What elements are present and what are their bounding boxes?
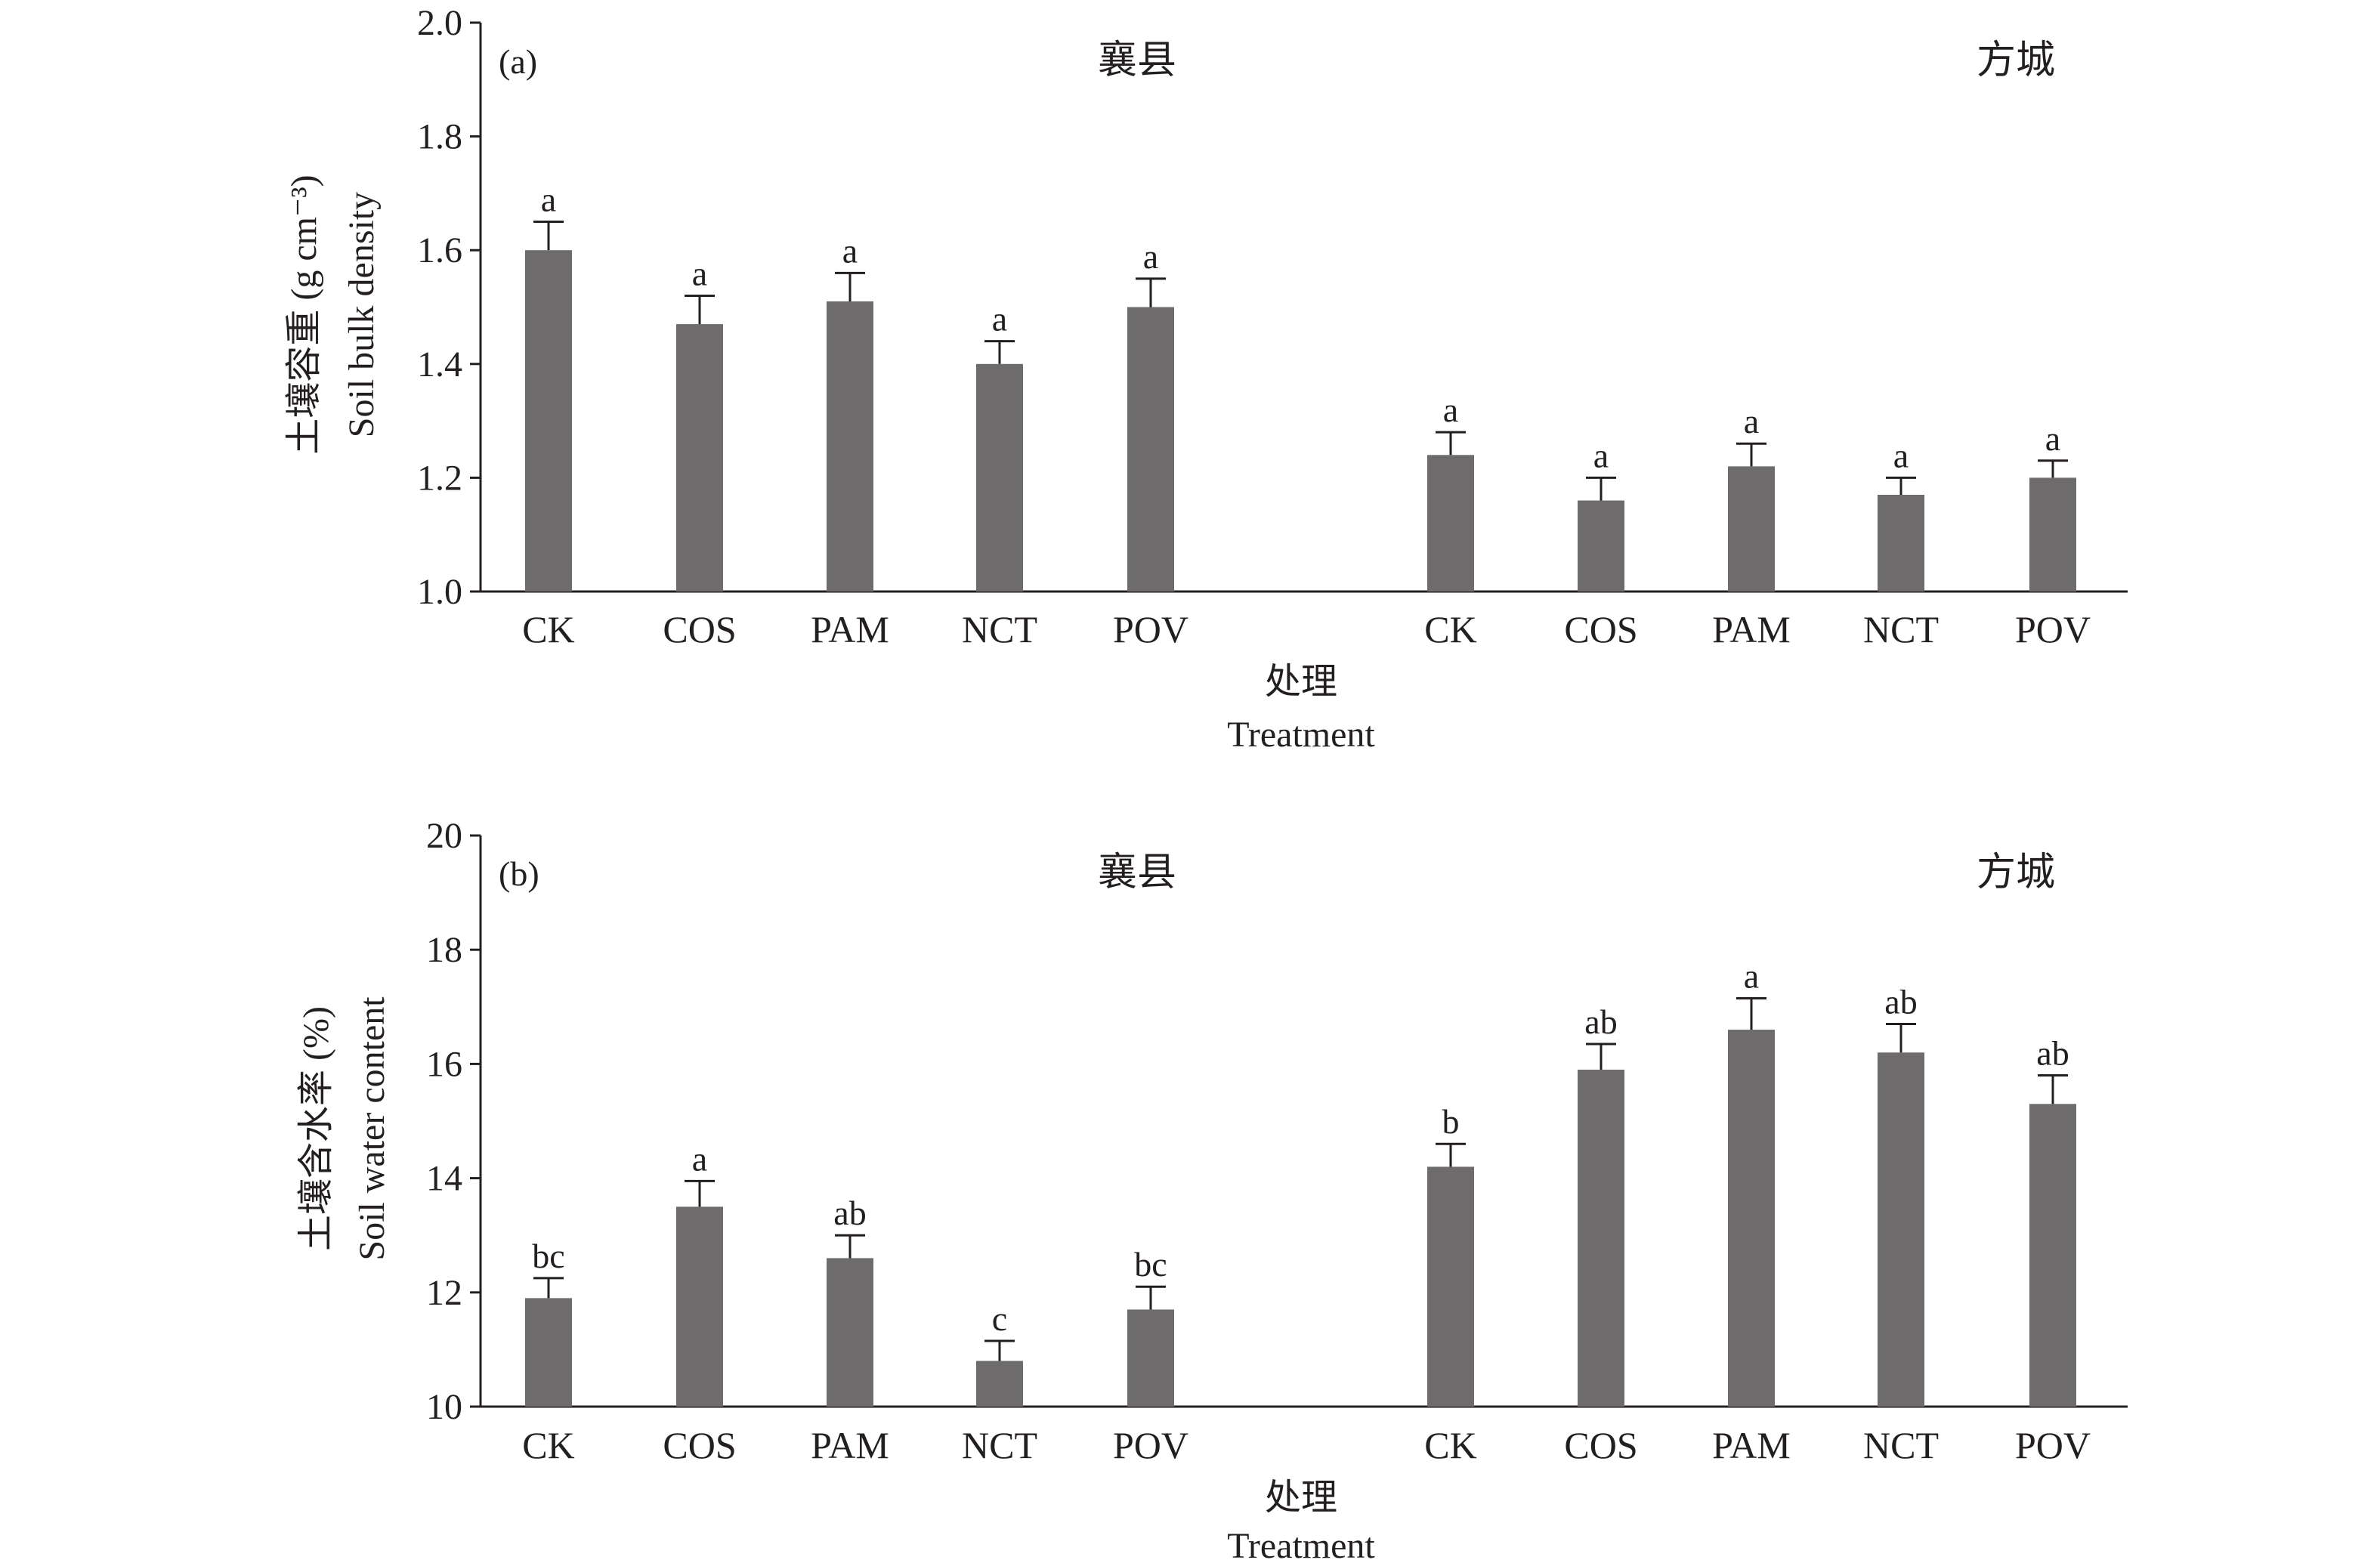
bar <box>525 250 572 592</box>
significance-label: bc <box>1134 1245 1167 1283</box>
x-tick-label: COS <box>663 608 736 650</box>
x-tick-label: POV <box>2015 608 2091 650</box>
x-tick-label: CK <box>522 608 574 650</box>
site-label: 襄县 <box>1098 851 1176 894</box>
x-tick-label: CK <box>1424 608 1476 650</box>
site-label: 襄县 <box>1098 39 1176 82</box>
significance-label: ab <box>2036 1034 2069 1073</box>
bar <box>1728 466 1775 592</box>
y-tick-label: 12 <box>426 1273 462 1313</box>
bar <box>1878 1052 1924 1407</box>
panel-label: (b) <box>499 854 539 893</box>
y-tick-label: 20 <box>426 816 462 856</box>
bar <box>827 301 873 592</box>
bar <box>976 1361 1023 1407</box>
bar <box>1578 1069 1624 1407</box>
bar <box>2029 477 2076 592</box>
significance-label: ab <box>1584 1002 1617 1041</box>
significance-label: a <box>992 300 1007 338</box>
bar <box>827 1258 873 1407</box>
significance-label: a <box>1744 956 1759 995</box>
bar <box>676 324 723 592</box>
x-tick-label: CK <box>1424 1424 1476 1466</box>
bar <box>676 1206 723 1407</box>
y-tick-label: 1.8 <box>417 117 462 157</box>
significance-label: c <box>992 1299 1007 1338</box>
y-tick-label: 1.2 <box>417 458 462 498</box>
bar <box>1127 307 1174 592</box>
bar <box>1578 500 1624 592</box>
significance-label: a <box>541 181 556 219</box>
site-label: 方城 <box>1977 39 2055 82</box>
panel-label: (a) <box>499 42 537 81</box>
panel-b-soil-water-content: 10 12 14 16 18 20 (b) 土壤含水率 (%) Soil water conte… <box>296 816 2128 1563</box>
x-tick-label: COS <box>1564 1424 1637 1466</box>
significance-label: a <box>692 254 707 292</box>
y-tick-label: 16 <box>426 1044 462 1084</box>
x-tick-label: PAM <box>811 1424 889 1466</box>
x-tick-label: POV <box>1113 608 1188 650</box>
y-tick-label: 14 <box>426 1159 462 1199</box>
significance-label: a <box>1893 436 1909 474</box>
significance-label: ab <box>1884 982 1917 1021</box>
x-tick-label: NCT <box>1863 608 1939 650</box>
x-tick-label: POV <box>1113 1424 1188 1466</box>
y-tick-label: 10 <box>426 1387 462 1427</box>
bar <box>1427 455 1474 592</box>
x-tick-label: CK <box>522 1424 574 1466</box>
y-axis-title-en: Soil water content <box>352 996 392 1261</box>
bar <box>1127 1309 1174 1407</box>
site-label: 方城 <box>1977 851 2055 894</box>
x-tick-label: PAM <box>811 608 889 650</box>
x-axis-title-zh: 处理 <box>1265 662 1337 702</box>
x-axis-title-en: Treatment <box>1227 715 1375 755</box>
y-axis-title-en: Soil bulk density <box>342 192 382 437</box>
significance-label: a <box>692 1139 707 1178</box>
significance-label: a <box>1744 402 1759 440</box>
y-tick-label: 2.0 <box>417 3 462 43</box>
x-tick-label: POV <box>2015 1424 2091 1466</box>
x-tick-label: NCT <box>962 608 1037 650</box>
significance-label: a <box>1443 391 1458 429</box>
y-tick-label: 1.4 <box>417 344 462 385</box>
significance-label: ab <box>833 1194 866 1232</box>
significance-label: b <box>1442 1102 1460 1141</box>
x-axis-title-en: Treatment <box>1227 1526 1375 1563</box>
x-tick-label: COS <box>1564 608 1637 650</box>
x-tick-label: NCT <box>962 1424 1037 1466</box>
y-axis-title-zh: 土壤含水率 (%) <box>296 1006 336 1251</box>
x-tick-label: COS <box>663 1424 736 1466</box>
bar <box>1878 494 1924 592</box>
significance-label: bc <box>532 1237 564 1275</box>
bar <box>1728 1030 1775 1407</box>
significance-label: a <box>1593 436 1609 474</box>
significance-label: a <box>1143 237 1158 276</box>
panel-a-soil-bulk-density: 1.0 1.2 1.4 1.6 1.8 2.0 (a) 土壤容重 (g cm⁻³) Soil b… <box>284 3 2128 755</box>
significance-label: a <box>2045 419 2060 458</box>
y-axis-title-zh: 土壤容重 (g cm⁻³) <box>284 175 324 454</box>
bar <box>1427 1166 1474 1407</box>
x-tick-label: PAM <box>1712 608 1791 650</box>
bar <box>976 363 1023 592</box>
significance-label: a <box>842 231 858 270</box>
x-tick-label: NCT <box>1863 1424 1939 1466</box>
y-tick-label: 1.0 <box>417 572 462 612</box>
x-tick-label: PAM <box>1712 1424 1791 1466</box>
y-tick-label: 18 <box>426 930 462 970</box>
bar <box>525 1298 572 1407</box>
bar <box>2029 1104 2076 1407</box>
x-axis-title-zh: 处理 <box>1265 1478 1337 1518</box>
y-tick-label: 1.6 <box>417 230 462 270</box>
